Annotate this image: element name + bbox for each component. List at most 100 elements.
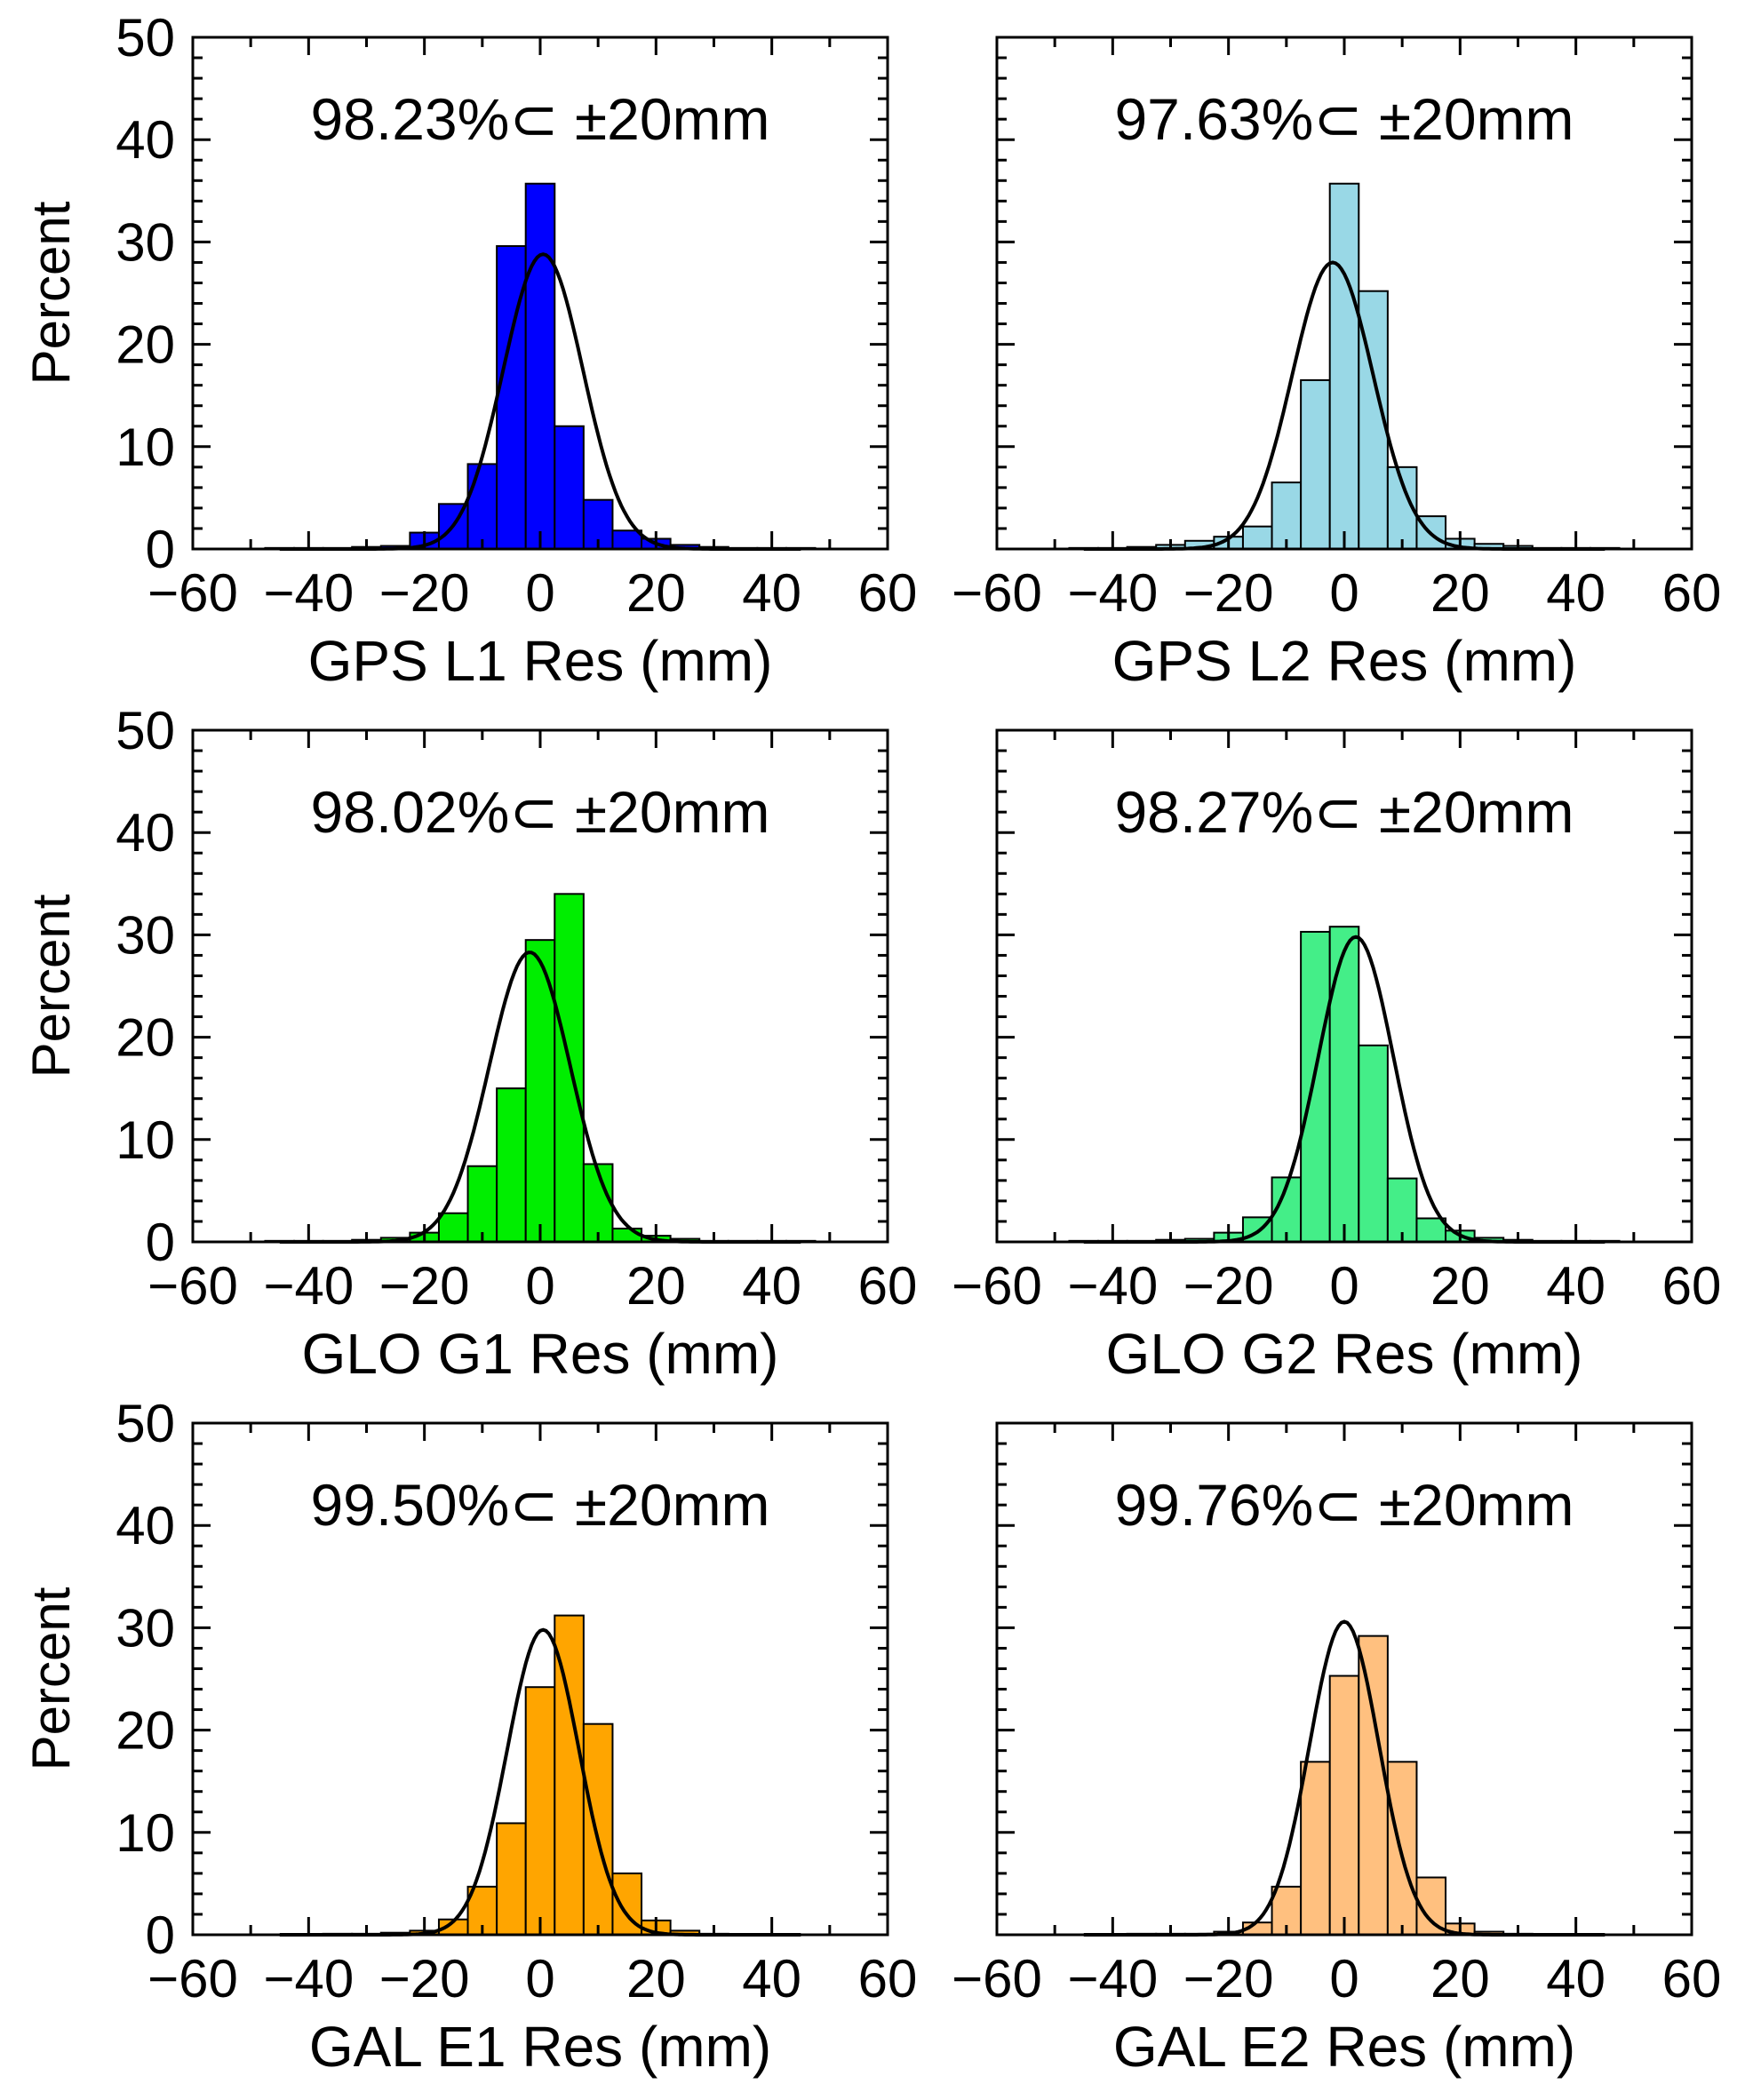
x-tick-label: −40 — [1067, 1256, 1158, 1316]
histogram-bar — [466, 463, 498, 550]
percentage-annotation: 97.63%⊂ ±20mm — [1114, 86, 1574, 152]
x-tick-label: −60 — [952, 1256, 1042, 1316]
x-tick-label: 60 — [1662, 1949, 1722, 2009]
histogram-bar — [1386, 1761, 1418, 1937]
y-tick-label: 10 — [116, 418, 175, 477]
x-tick-label: −40 — [1067, 1949, 1158, 2009]
x-tick-label: 0 — [1329, 1949, 1359, 2009]
y-tick-label: 30 — [116, 905, 175, 965]
x-tick-label: 60 — [858, 1256, 918, 1316]
y-tick-label: 0 — [146, 1213, 175, 1272]
x-tick-label: 60 — [858, 563, 918, 623]
x-tick-label: 20 — [1430, 1256, 1490, 1316]
x-tick-label: −60 — [147, 1949, 238, 2009]
histogram-bar — [1358, 1635, 1389, 1936]
y-tick-label: 30 — [116, 1598, 175, 1658]
y-tick-label: 0 — [146, 520, 175, 579]
y-tick-label: 40 — [116, 110, 175, 170]
y-tick-label: 10 — [116, 1803, 175, 1863]
x-tick-label: 0 — [525, 563, 554, 623]
chart-panel-gps-l2: −60 −40 −20 0 20 40 60 GPS L2 Res (mm) 97.63%⊂ ±… — [952, 36, 1721, 693]
x-tick-label: 20 — [626, 1949, 686, 2009]
histogram-bar — [1300, 378, 1331, 551]
x-tick-label: −40 — [263, 563, 354, 623]
histogram-bar — [466, 1165, 498, 1243]
x-axis-label: GPS L2 Res (mm) — [1112, 629, 1577, 693]
percentage-annotation: 99.50%⊂ ±20mm — [310, 1472, 769, 1538]
x-axis-label: GPS L1 Res (mm) — [308, 629, 773, 693]
x-tick-label: 40 — [1546, 1949, 1606, 2009]
histogram-bar — [524, 182, 556, 550]
x-tick-label: 0 — [525, 1949, 554, 2009]
percentage-annotation: 98.02%⊂ ±20mm — [310, 779, 769, 845]
histogram-bar — [1328, 182, 1360, 550]
y-tick-label: 50 — [116, 701, 175, 760]
y-tick-label: 20 — [116, 1701, 175, 1761]
y-tick-label: 10 — [116, 1110, 175, 1170]
x-tick-label: −20 — [379, 1949, 470, 2009]
y-tick-label: 20 — [116, 315, 175, 375]
y-tick-label: 40 — [116, 803, 175, 863]
x-tick-label: 40 — [742, 1256, 801, 1316]
histogram-bar — [554, 893, 585, 1243]
x-tick-label: −20 — [1183, 1256, 1274, 1316]
y-tick-label: 0 — [146, 1905, 175, 1965]
chart-panel-glo-g1: −60 −40 −20 0 20 40 60 0 10 20 30 40 50 GLO G1 Res (m… — [21, 701, 917, 1386]
x-tick-label: −60 — [952, 1949, 1042, 2009]
y-axis-label: Percent — [21, 894, 81, 1078]
histogram-bar — [582, 1722, 614, 1936]
x-tick-label: −60 — [147, 1256, 238, 1316]
x-tick-label: 40 — [1546, 1256, 1606, 1316]
percentage-annotation: 98.23%⊂ ±20mm — [310, 86, 769, 152]
histogram-bar — [1300, 1761, 1331, 1937]
x-axis-label: GAL E1 Res (mm) — [309, 2015, 771, 2079]
histogram-bar — [524, 1686, 556, 1936]
histogram-bar — [1271, 481, 1303, 550]
x-tick-label: −20 — [379, 563, 470, 623]
x-tick-label: 60 — [1662, 1256, 1722, 1316]
y-tick-label: 30 — [116, 212, 175, 272]
x-tick-label: −60 — [952, 563, 1042, 623]
chart-panel-gal-e2: −60 −40 −20 0 20 40 60 GAL E2 Res (mm) 99.76%⊂ ±… — [952, 1421, 1722, 2079]
histogram-bar — [1328, 1674, 1360, 1936]
histogram-bar — [611, 529, 643, 550]
x-tick-label: −60 — [147, 563, 238, 623]
x-axis-label: GLO G1 Res (mm) — [302, 1322, 779, 1386]
histogram-bar — [496, 1087, 527, 1243]
chart-panel-gps-l1: −60 −40 −20 0 20 40 60 0 10 20 30 40 50 GPS L1 Res (m… — [21, 8, 917, 693]
histogram-bar — [554, 1614, 585, 1937]
histogram-bar — [1300, 930, 1331, 1243]
y-tick-label: 40 — [116, 1496, 175, 1555]
x-tick-label: 0 — [1329, 1256, 1359, 1316]
panels-container: −60 −40 −20 0 20 40 60 0 10 20 30 40 50 GPS L1 Res (m… — [21, 8, 1721, 2079]
histogram-bar — [1241, 525, 1273, 551]
x-tick-label: −40 — [1067, 563, 1158, 623]
histogram-bar — [1328, 926, 1360, 1243]
x-axis-label: GAL E2 Res (mm) — [1113, 2015, 1575, 2079]
percentage-annotation: 98.27%⊂ ±20mm — [1114, 779, 1574, 845]
y-tick-label: 50 — [116, 8, 175, 68]
histogram-bar — [1386, 1177, 1418, 1244]
y-axis-label: Percent — [21, 1587, 81, 1770]
chart-panel-gal-e1: −60 −40 −20 0 20 40 60 0 10 20 30 40 50 GAL E1 Res (m… — [21, 1394, 917, 2079]
x-tick-label: −20 — [1183, 563, 1274, 623]
histogram-bar — [554, 425, 585, 551]
x-tick-label: 60 — [858, 1949, 918, 2009]
histogram-bar — [496, 1822, 527, 1936]
histogram-bar — [1358, 1044, 1389, 1244]
y-tick-label: 50 — [116, 1394, 175, 1453]
x-tick-label: −40 — [263, 1256, 354, 1316]
x-tick-label: 20 — [1430, 563, 1490, 623]
x-tick-label: 40 — [742, 563, 801, 623]
x-tick-label: 20 — [626, 1256, 686, 1316]
x-tick-label: 40 — [1546, 563, 1606, 623]
x-tick-label: −20 — [1183, 1949, 1274, 2009]
histogram-bar — [1415, 1217, 1447, 1244]
x-tick-label: −20 — [379, 1256, 470, 1316]
x-tick-label: 40 — [742, 1949, 801, 2009]
chart-panel-glo-g2: −60 −40 −20 0 20 40 60 GLO G2 Res (mm) 98.27%⊂ ±… — [952, 728, 1722, 1386]
x-tick-label: 0 — [525, 1256, 554, 1316]
x-tick-label: 0 — [1329, 563, 1359, 623]
histogram-bar — [437, 1212, 469, 1244]
